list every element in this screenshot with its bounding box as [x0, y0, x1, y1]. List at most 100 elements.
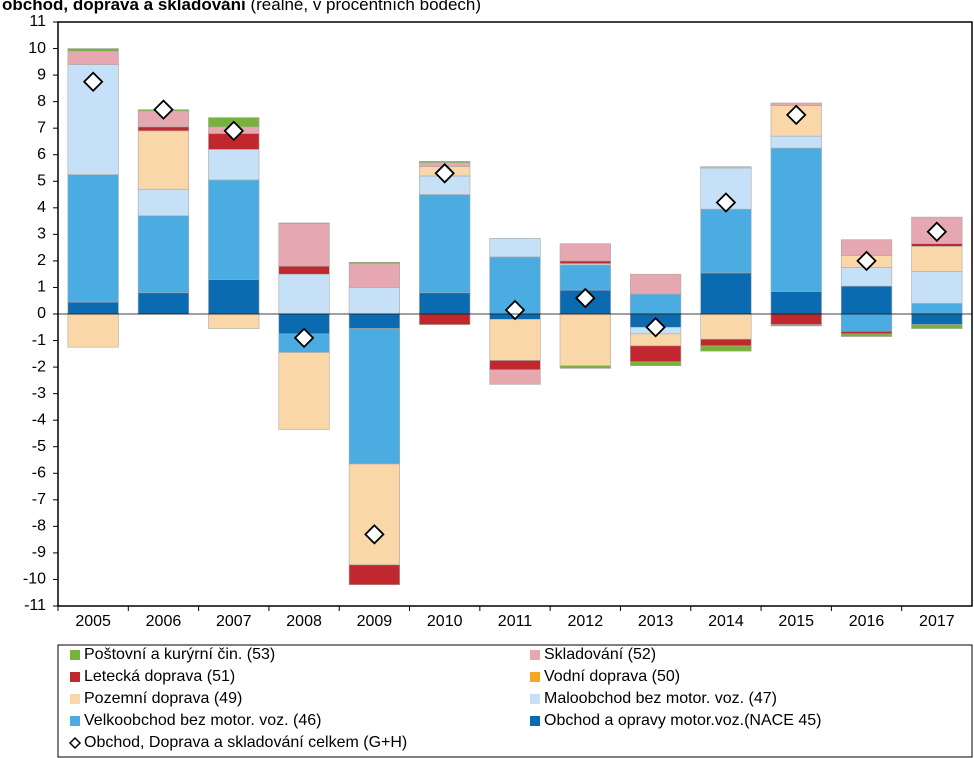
legend-swatch [530, 650, 540, 660]
bar-segment [278, 222, 330, 225]
bar-segment [137, 130, 190, 190]
bar-segment [278, 223, 330, 267]
bar-segment [700, 338, 752, 347]
y-tick-label: 8 [37, 93, 46, 110]
legend-swatch [530, 716, 540, 726]
total-marker [82, 71, 104, 93]
total-marker [926, 221, 948, 242]
y-tick-label: 6 [37, 146, 46, 163]
legend-swatch [70, 694, 80, 704]
bar-segment [911, 246, 963, 272]
bar-segment [630, 361, 682, 367]
total-marker [575, 287, 596, 309]
x-tick-label: 2012 [568, 613, 604, 630]
x-tick-label: 2017 [919, 613, 955, 630]
bar-segment [348, 463, 400, 566]
x-tick-label: 2009 [357, 613, 393, 630]
bar-segment [770, 313, 822, 325]
y-tick-label: -1 [32, 332, 46, 349]
y-tick-label: 3 [37, 226, 46, 243]
bar-segment [278, 265, 330, 275]
bar-segment [208, 149, 260, 181]
y-tick-label: 10 [28, 40, 46, 57]
legend-swatch [70, 650, 80, 660]
bar-segment [840, 313, 893, 332]
bar-segment [137, 292, 190, 315]
y-tick-label: 0 [37, 305, 46, 322]
bar-segment [911, 303, 963, 315]
y-tick-label: -8 [32, 518, 46, 535]
bar-segment [137, 126, 190, 132]
y-tick-label: 9 [37, 66, 46, 83]
bar-segment [630, 273, 682, 295]
bar-segment [559, 264, 611, 291]
bar-segment [67, 301, 119, 315]
x-tick-label: 2011 [498, 613, 533, 630]
chart-title: obchod, doprava a skladování [2, 0, 247, 14]
bar-segment [559, 313, 611, 367]
y-tick-label: 2 [37, 252, 46, 269]
bar-segment [419, 194, 471, 294]
bar-segment [67, 48, 119, 52]
y-tick-label: -9 [32, 544, 46, 561]
y-tick-label: 11 [29, 13, 46, 30]
legend-total-marker [68, 736, 82, 750]
bar-segment [137, 215, 190, 294]
bar-segment [700, 345, 752, 352]
legend-label: Letecká doprava (51) [84, 668, 235, 685]
bar-segment [559, 365, 611, 369]
bar-segment [348, 564, 400, 586]
legend-label: Skladování (52) [544, 646, 656, 663]
x-tick-label: 2006 [146, 613, 182, 630]
total-marker [293, 327, 315, 349]
total-marker [223, 120, 245, 142]
bar-segment [840, 285, 893, 315]
y-tick-label: -5 [32, 438, 46, 455]
bar-segment [208, 279, 260, 315]
bar-segment [67, 174, 119, 303]
legend-label: Maloobchod bez motor. voz. (47) [544, 690, 777, 707]
total-marker [504, 299, 526, 321]
legend-label: Obchod, Doprava a skladování celkem (G+H… [84, 734, 407, 751]
y-tick-label: -7 [32, 491, 46, 508]
bar-segment [419, 292, 471, 315]
legend-label: Obchod a opravy motor.voz.(NACE 45) [544, 712, 821, 729]
legend-swatch [70, 672, 80, 682]
bar-segment [67, 313, 119, 348]
y-tick-label: 5 [37, 172, 46, 189]
bar-segment [348, 328, 400, 465]
bar-segment [911, 243, 963, 247]
legend-label: Poštovní a kurýrní čin. (53) [84, 646, 275, 663]
bar-segment [489, 319, 541, 361]
bar-segment [278, 352, 330, 430]
bar-segment [419, 313, 471, 325]
legend-swatch [70, 716, 80, 726]
bar-segment [770, 135, 822, 149]
y-tick-label: -3 [32, 385, 46, 402]
bar-segment [208, 179, 260, 280]
x-tick-label: 2015 [778, 613, 814, 630]
total-marker [434, 163, 455, 184]
y-tick-label: 1 [37, 279, 46, 296]
x-tick-label: 2014 [708, 613, 744, 630]
y-tick-label: -6 [32, 464, 46, 481]
y-tick-label: -11 [24, 597, 46, 614]
bar-segment [700, 166, 752, 169]
bar-segment [419, 161, 471, 163]
chart-title-line: obchod, doprava a skladování (reálně, v … [2, 0, 481, 14]
x-tick-label: 2010 [427, 613, 463, 630]
bar-segment [700, 313, 752, 340]
bar-segment [770, 147, 822, 292]
legend-label: Vodní doprava (50) [544, 668, 680, 685]
bar-segment [559, 260, 611, 264]
bar-segment [700, 272, 752, 315]
bar-segment [630, 345, 682, 363]
bar-segment [278, 273, 330, 315]
bar-segment [67, 50, 119, 65]
x-tick-label: 2007 [216, 613, 252, 630]
bar-segment [911, 324, 963, 329]
chart-subtitle: (reálně, v procentních bodech) [250, 0, 481, 14]
legend-label: Velkoobchod bez motor. voz. (46) [84, 712, 321, 729]
bar-segment [630, 293, 682, 315]
